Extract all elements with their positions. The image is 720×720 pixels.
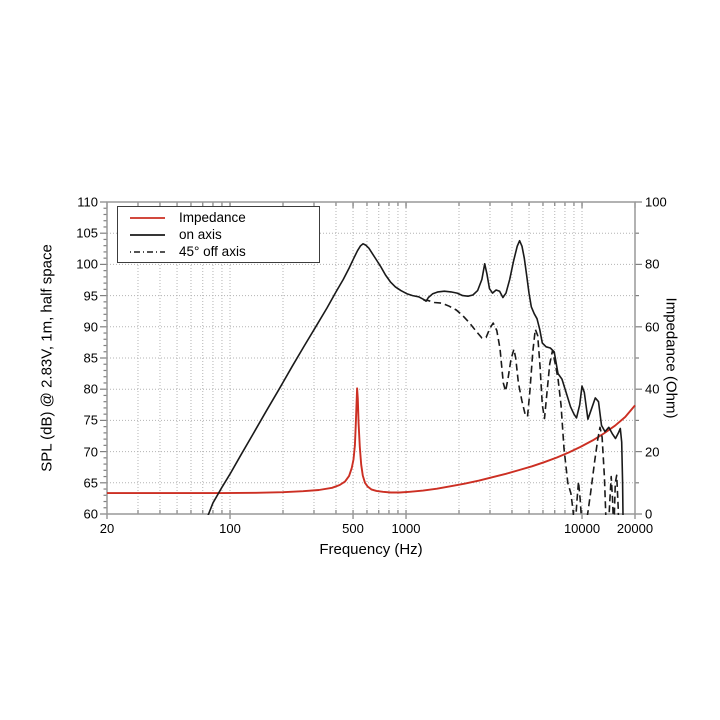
legend-item-on-axis: on axis (118, 226, 319, 243)
series-on-axis (207, 239, 624, 515)
y-right-tick-label: 80 (645, 256, 660, 272)
series-impedance (107, 387, 636, 495)
y-left-tick-label: 70 (83, 444, 98, 460)
45-off-axis-line-icon (130, 250, 165, 253)
y-axis-label-left: SPL (dB) @ 2.83V, 1m, half space (38, 244, 56, 472)
y-right-tick-label: 100 (645, 194, 667, 210)
series-45-off-axis (423, 299, 620, 515)
y-left-tick-label: 105 (76, 225, 98, 241)
y-left-tick-label: 80 (83, 381, 98, 397)
y-left-tick-label: 95 (83, 288, 98, 304)
x-axis-label: Frequency (Hz) (319, 541, 423, 558)
x-tick-label: 100 (219, 521, 241, 536)
y-left-tick-label: 90 (83, 319, 98, 335)
y-left-tick-label: 65 (83, 475, 98, 491)
y-axis-label-right: Impedance (Ohm) (662, 297, 680, 419)
y-right-tick-label: 40 (645, 381, 660, 397)
on-axis-line-icon (130, 233, 165, 236)
x-tick-label: 20000 (616, 521, 654, 536)
y-right-tick-label: 60 (645, 319, 660, 335)
y-left-tick-label: 75 (83, 412, 98, 428)
y-left-tick-label: 100 (76, 256, 98, 272)
x-tick-label: 20 (99, 521, 115, 536)
y-right-tick-label: 20 (645, 444, 660, 460)
y-left-tick-label: 85 (83, 350, 98, 366)
legend: Impedance on axis 45° off axis (117, 206, 320, 263)
y-left-tick-label: 60 (83, 506, 98, 522)
y-left-tick-label: 110 (77, 194, 98, 210)
impedance-line-icon (130, 216, 165, 219)
legend-label-on-axis: on axis (179, 227, 222, 242)
x-tick-label: 10000 (563, 521, 601, 536)
x-tick-label: 500 (342, 521, 364, 536)
legend-item-45-off-axis: 45° off axis (118, 243, 319, 260)
y-right-tick-label: 0 (645, 506, 653, 522)
legend-item-impedance: Impedance (118, 209, 319, 226)
legend-label-45-off-axis: 45° off axis (179, 244, 246, 259)
legend-label-impedance: Impedance (179, 210, 246, 225)
x-tick-label: 1000 (391, 521, 421, 536)
axis-frame (106, 201, 636, 515)
